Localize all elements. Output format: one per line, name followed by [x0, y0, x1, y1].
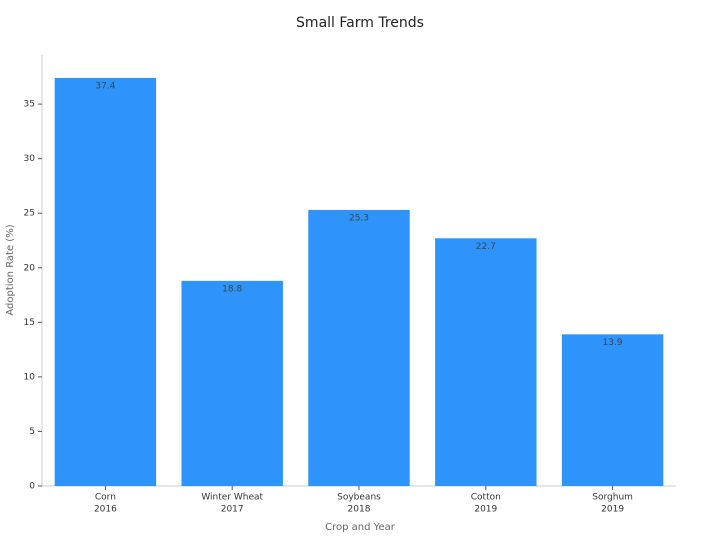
x-tick-label: Soybeans [337, 493, 381, 503]
y-tick-label: 35 [24, 100, 35, 110]
bar [54, 77, 157, 486]
x-tick-label: 2016 [94, 505, 117, 515]
data-label: 25.3 [349, 213, 369, 223]
y-tick-label: 10 [24, 372, 36, 382]
y-axis-label: Adoption Rate (%) [5, 224, 16, 315]
x-tick-label: Cotton [471, 493, 501, 503]
y-tick-label: 30 [24, 154, 36, 164]
data-label: 22.7 [476, 242, 496, 252]
x-tick-label: 2019 [601, 505, 624, 515]
x-axis-label: Crop and Year [325, 522, 396, 533]
data-label: 13.9 [603, 338, 623, 348]
y-tick-label: 25 [24, 209, 35, 219]
x-tick-label: 2018 [348, 505, 371, 515]
y-tick-label: 5 [29, 427, 35, 437]
y-tick-label: 15 [24, 318, 35, 328]
bar [308, 209, 410, 486]
x-tick-label: 2017 [221, 505, 244, 515]
x-tick-label: Winter Wheat [201, 493, 263, 503]
x-tick-label: Corn [95, 493, 116, 503]
bar [561, 334, 664, 486]
chart-title: Small Farm Trends [296, 15, 424, 31]
x-tick-label: Sorghum [592, 493, 633, 503]
data-label: 18.8 [222, 284, 242, 294]
x-tick-label: 2019 [474, 505, 497, 515]
bar [181, 280, 283, 486]
y-tick-label: 0 [29, 482, 35, 492]
bar [435, 238, 537, 486]
y-tick-label: 20 [24, 263, 36, 273]
data-label: 37.4 [95, 81, 115, 91]
